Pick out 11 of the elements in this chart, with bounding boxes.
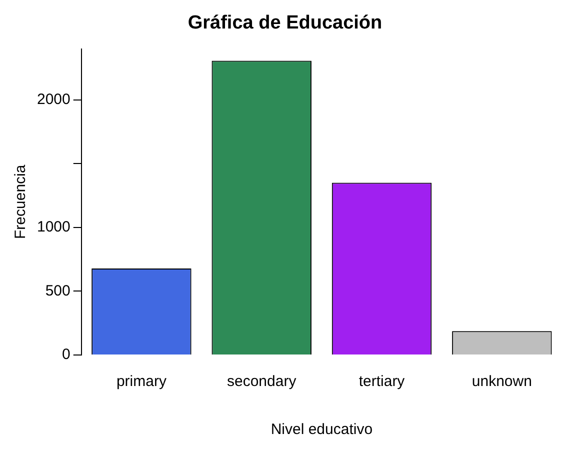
x-tick-label: secondary bbox=[226, 373, 297, 390]
y-tick-label: 500 bbox=[45, 282, 70, 300]
chart-title: Gráfica de Educación bbox=[188, 12, 382, 34]
y-tick-label: 1000 bbox=[36, 218, 70, 236]
y-axis-title: Frecuencia bbox=[12, 164, 30, 239]
y-tick-label: 2000 bbox=[36, 90, 70, 108]
x-tick-label: unknown bbox=[472, 373, 532, 390]
x-tick-label: primary bbox=[116, 373, 167, 390]
x-axis-title: Nivel educativo bbox=[270, 421, 373, 438]
y-tick-label: 0 bbox=[62, 346, 70, 364]
x-tick-label: tertiary bbox=[358, 373, 406, 390]
